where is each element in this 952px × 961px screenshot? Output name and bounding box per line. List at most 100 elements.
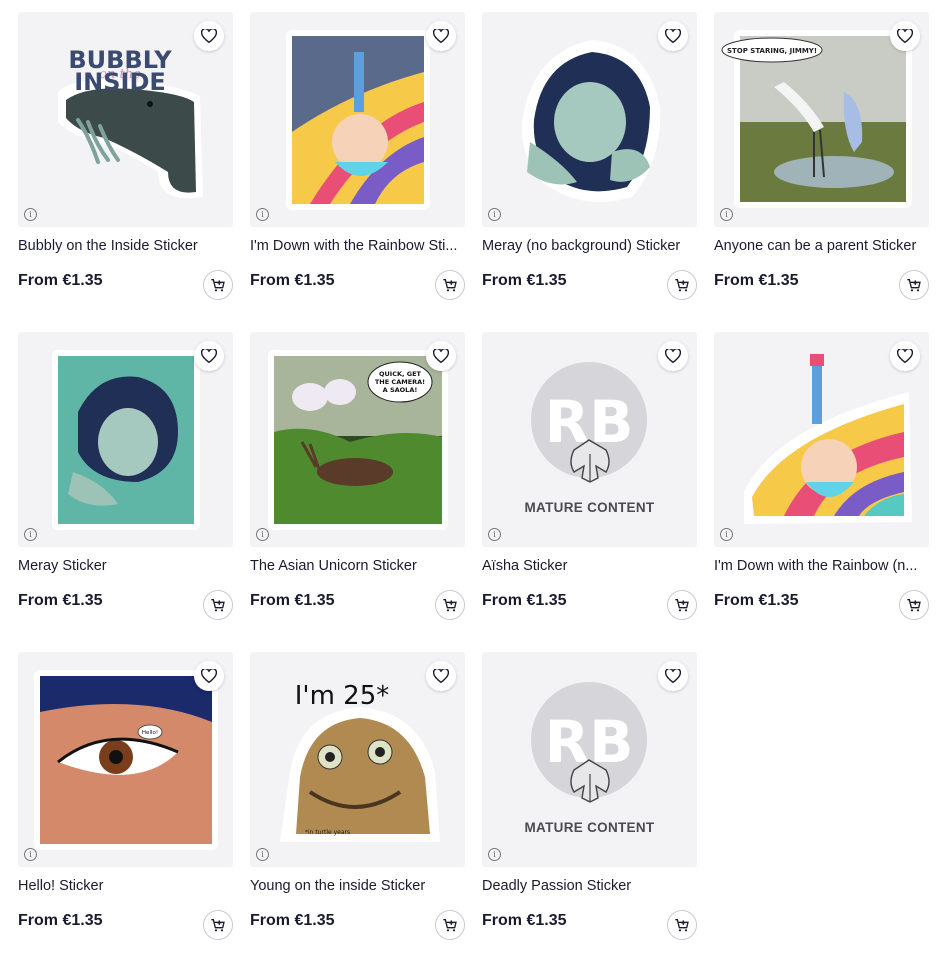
add-to-cart-button[interactable] [667,910,697,940]
add-to-cart-icon [211,599,225,612]
product-thumbnail[interactable]: i [18,332,233,547]
product-card[interactable]: QUICK, GET THE CAMERA! A SAOLA! i The As… [250,332,465,624]
favorite-button[interactable] [890,341,920,371]
product-thumbnail[interactable]: STOP STARING, JIMMY! i [714,12,929,227]
product-card[interactable]: Hello! i Hello! Sticker From €1.35 [18,652,233,944]
add-to-cart-icon [211,279,225,292]
favorite-button[interactable] [426,661,456,691]
product-thumbnail[interactable]: I'm 25* *in turtle years i [250,652,465,867]
product-thumbnail[interactable]: QUICK, GET THE CAMERA! A SAOLA! i [250,332,465,547]
product-title[interactable]: Deadly Passion Sticker [482,878,632,894]
add-to-cart-icon [675,599,689,612]
product-card[interactable]: STOP STARING, JIMMY! i Anyone can be a p… [714,12,929,304]
price-row: From €1.35 [714,270,929,302]
add-to-cart-icon [907,599,921,612]
favorite-button[interactable] [658,21,688,51]
favorite-button[interactable] [890,21,920,51]
price-row: From €1.35 [482,910,697,942]
info-icon[interactable]: i [488,848,501,861]
info-icon[interactable]: i [24,528,37,541]
favorite-button[interactable] [426,21,456,51]
product-card[interactable]: RB MATURE CONTENT i Aïsha Sticker From €… [482,332,697,624]
info-icon[interactable]: i [488,528,501,541]
add-to-cart-button[interactable] [203,590,233,620]
favorite-button[interactable] [658,661,688,691]
info-icon[interactable]: i [720,208,733,221]
product-title[interactable]: Bubbly on the Inside Sticker [18,238,198,254]
product-title[interactable]: Meray Sticker [18,558,107,574]
info-icon[interactable]: i [256,848,269,861]
product-card[interactable]: i Meray Sticker From €1.35 [18,332,233,624]
rb-logo-placeholder: RB [531,682,647,803]
favorite-button[interactable] [426,341,456,371]
crane-sticker-art: STOP STARING, JIMMY! [721,30,912,208]
product-thumbnail[interactable]: Hello! i [18,652,233,867]
add-to-cart-button[interactable] [899,270,929,300]
add-to-cart-button[interactable] [435,270,465,300]
product-title[interactable]: Aïsha Sticker [482,558,568,574]
product-price: From €1.35 [18,592,103,609]
add-to-cart-button[interactable] [667,590,697,620]
product-price: From €1.35 [482,272,567,289]
add-to-cart-button[interactable] [435,910,465,940]
product-thumbnail[interactable]: i [482,12,697,227]
meray-sticker-art [521,40,661,202]
product-card[interactable]: RB MATURE CONTENT i Deadly Passion Stick… [482,652,697,944]
turtle-sticker-art: I'm 25* *in turtle years [280,681,440,842]
add-to-cart-icon [443,279,457,292]
svg-text:STOP STARING, JIMMY!: STOP STARING, JIMMY! [727,47,817,55]
product-card[interactable]: I'm 25* *in turtle years i Young on the … [250,652,465,944]
add-to-cart-button[interactable] [203,910,233,940]
saola-sticker-art: QUICK, GET THE CAMERA! A SAOLA! [268,350,448,530]
product-title[interactable]: The Asian Unicorn Sticker [250,558,417,574]
product-thumbnail[interactable]: BUBBLY on the INSIDE i [18,12,233,227]
info-icon[interactable]: i [488,208,501,221]
price-row: From €1.35 [18,910,233,942]
product-thumbnail[interactable]: RB MATURE CONTENT i [482,332,697,547]
product-card[interactable]: i Meray (no background) Sticker From €1.… [482,12,697,304]
price-row: From €1.35 [482,270,697,302]
add-to-cart-button[interactable] [435,590,465,620]
add-to-cart-button[interactable] [203,270,233,300]
info-icon[interactable]: i [256,528,269,541]
add-to-cart-icon [675,919,689,932]
product-title[interactable]: I'm Down with the Rainbow Sti... [250,238,458,254]
product-price: From €1.35 [18,912,103,929]
rainbow-sticker-art [744,354,912,524]
info-icon[interactable]: i [24,208,37,221]
product-thumbnail[interactable]: i [714,332,929,547]
mature-content-label: MATURE CONTENT [524,820,655,835]
favorite-button[interactable] [194,341,224,371]
add-to-cart-icon [443,919,457,932]
product-title[interactable]: Anyone can be a parent Sticker [714,238,917,254]
add-to-cart-button[interactable] [899,590,929,620]
heart-outline-icon [433,669,449,683]
product-price: From €1.35 [18,272,103,289]
favorite-button[interactable] [194,661,224,691]
product-card[interactable]: BUBBLY on the INSIDE i Bubbly on the Ins… [18,12,233,304]
product-title[interactable]: Meray (no background) Sticker [482,238,681,254]
product-thumbnail[interactable]: i [250,12,465,227]
rainbow-sticker-art [286,30,430,210]
favorite-button[interactable] [194,21,224,51]
product-title[interactable]: I'm Down with the Rainbow (n... [714,558,918,574]
price-row: From €1.35 [250,270,465,302]
product-title[interactable]: Hello! Sticker [18,878,104,894]
whale-sticker-art: BUBBLY on the INSIDE [58,46,203,199]
info-icon[interactable]: i [256,208,269,221]
add-to-cart-button[interactable] [667,270,697,300]
svg-text:*in turtle years: *in turtle years [305,829,350,836]
svg-text:INSIDE: INSIDE [74,68,166,96]
product-card[interactable]: i I'm Down with the Rainbow Sti... From … [250,12,465,304]
product-price: From €1.35 [714,592,799,609]
product-card[interactable]: i I'm Down with the Rainbow (n... From €… [714,332,929,624]
heart-outline-icon [665,669,681,683]
info-icon[interactable]: i [24,848,37,861]
product-price: From €1.35 [482,912,567,929]
price-row: From €1.35 [482,590,697,622]
product-title[interactable]: Young on the inside Sticker [250,878,426,894]
favorite-button[interactable] [658,341,688,371]
product-thumbnail[interactable]: RB MATURE CONTENT i [482,652,697,867]
info-icon[interactable]: i [720,528,733,541]
heart-outline-icon [201,669,217,683]
